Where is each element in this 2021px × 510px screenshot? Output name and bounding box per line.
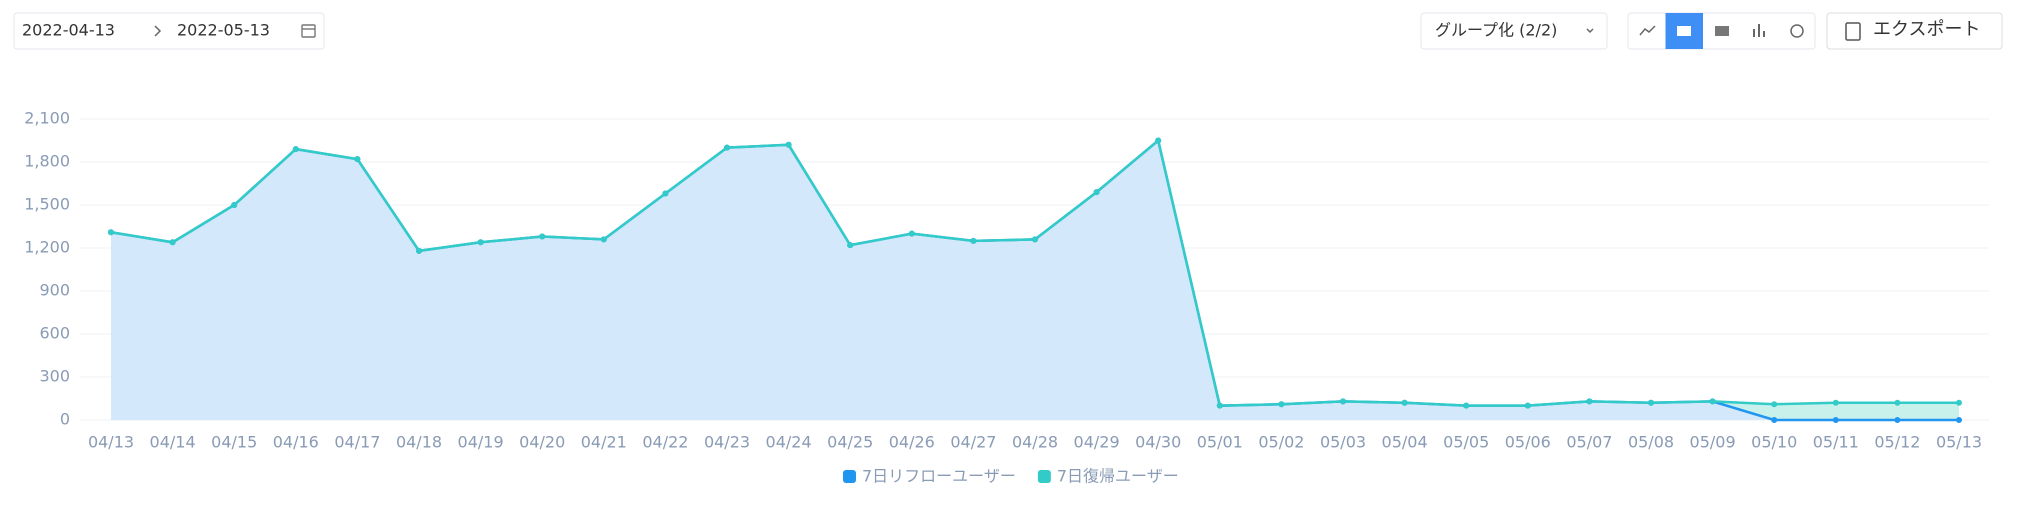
x-tick-label: 04/15 [211,433,257,452]
data-point [1832,417,1839,423]
data-point [1709,398,1716,405]
data-point [1771,401,1778,408]
data-point [1771,417,1778,423]
group-dropdown[interactable] [1420,12,1608,50]
x-tick-label: 04/21 [581,433,627,452]
legend-label: 7日リフローユーザー [862,467,1016,486]
line-chart-icon[interactable] [1639,25,1656,36]
data-point [1093,189,1100,196]
x-tick-label: 05/07 [1566,433,1612,452]
data-point [292,146,299,153]
x-tick-label: 05/04 [1382,433,1428,452]
data-point [1216,402,1223,409]
data-point [1155,137,1162,144]
data-point [1032,236,1038,243]
data-point [847,242,854,249]
export-icon [1845,22,1861,41]
group-button-label[interactable]: グループ化 (2/2) [1435,21,1557,40]
x-tick-label: 05/12 [1874,433,1920,452]
percent-area-icon[interactable] [1715,26,1729,36]
data-point [970,237,977,244]
bar-chart-icon[interactable] [1753,24,1765,37]
chart-type-switcher [1627,12,1816,50]
data-point [1586,398,1593,405]
pie-chart-icon[interactable] [1790,24,1804,38]
range-arrow [154,25,162,37]
data-point [169,239,176,246]
data-point [724,144,730,151]
x-tick-label: 04/25 [827,433,873,452]
data-point [1401,399,1408,406]
y-tick-label: 600 [39,324,70,343]
data-point [600,236,607,243]
x-tick-label: 04/16 [273,433,319,452]
data-point [1340,398,1346,405]
data-point [354,156,361,163]
x-tick-label: 04/17 [334,433,380,452]
legend-swatch [843,470,856,483]
data-point [662,190,669,197]
date-range-picker[interactable] [13,12,325,50]
data-point [108,229,114,236]
x-tick-label: 04/19 [458,433,504,452]
x-tick-label: 05/06 [1505,433,1551,452]
x-tick-label: 05/13 [1936,433,1982,452]
legend-label: 7日復帰ユーザー [1057,467,1179,486]
x-tick-label: 05/05 [1443,433,1489,452]
x-tick-label: 04/18 [396,433,442,452]
export-button-label[interactable]: エクスポート [1873,19,1980,40]
x-tick-label: 04/24 [766,433,812,452]
data-point [1648,399,1654,406]
data-point [1894,417,1901,423]
x-tick-label: 04/28 [1012,433,1058,452]
y-tick-label: 300 [39,367,70,386]
x-tick-label: 04/23 [704,433,750,452]
data-point [1463,402,1470,409]
x-tick-label: 04/22 [642,433,688,452]
y-tick-label: 900 [39,281,70,300]
stacked-area-icon[interactable] [1677,26,1691,36]
x-tick-label: 04/29 [1074,433,1120,452]
x-tick-label: 05/03 [1320,433,1366,452]
x-tick-label: 05/01 [1197,433,1243,452]
x-tick-label: 05/11 [1813,433,1859,452]
data-point [908,230,915,237]
data-point [416,247,422,254]
x-tick-label: 05/08 [1628,433,1674,452]
x-tick-label: 05/02 [1258,433,1304,452]
x-tick-label: 04/13 [88,433,134,452]
y-tick-label: 1,500 [24,195,70,214]
data-point [1524,402,1531,409]
y-tick-label: 1,800 [24,152,70,171]
x-tick-label: 04/30 [1135,433,1181,452]
x-tick-label: 04/20 [519,433,565,452]
legend: 7日リフローユーザー 7日復帰ユーザー [843,467,1179,486]
data-point [477,239,484,246]
series-area [111,140,1959,420]
data-point [1956,417,1962,423]
legend-swatch [1037,470,1051,483]
x-tick-label: 05/09 [1690,433,1736,452]
y-tick-label: 2,100 [24,109,70,128]
data-point [785,141,792,148]
y-tick-label: 0 [60,410,70,429]
data-point [1278,401,1285,408]
data-point [1832,399,1839,406]
calendar-icon[interactable] [301,24,316,38]
x-tick-label: 05/10 [1751,433,1797,452]
x-tick-label: 04/27 [950,433,996,452]
export-button[interactable] [1826,12,2003,50]
dropdown-caret [1586,28,1594,34]
data-point [1894,399,1901,406]
data-point [539,233,546,240]
data-point [1956,399,1962,406]
x-tick-label: 04/14 [150,433,196,452]
start-date[interactable]: 2022-04-13 [22,21,115,40]
y-tick-label: 1,200 [24,238,70,257]
x-tick-label: 04/26 [889,433,935,452]
end-date[interactable]: 2022-05-13 [177,21,270,40]
data-point [231,202,238,208]
